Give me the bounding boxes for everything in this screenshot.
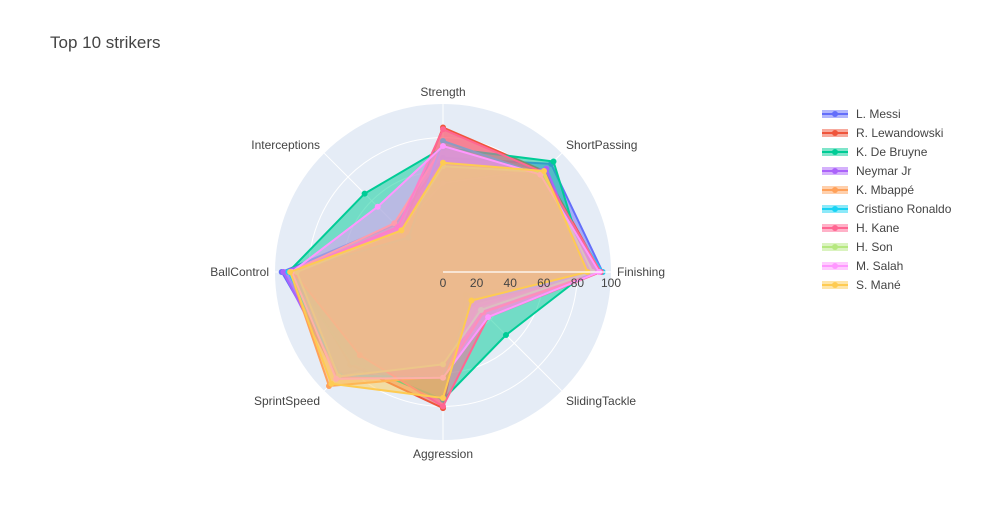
- legend-item[interactable]: K. Mbappé: [820, 180, 951, 199]
- legend-label: H. Kane: [856, 220, 900, 235]
- angular-label: ShortPassing: [566, 138, 637, 152]
- angular-label: SprintSpeed: [254, 394, 320, 408]
- angular-label: Strength: [420, 85, 465, 99]
- legend-label: H. Son: [856, 239, 893, 254]
- legend: L. Messi R. Lewandowski K. De Bruyne Neymar…: [820, 104, 951, 294]
- series-point[interactable]: [541, 168, 547, 174]
- legend-label: L. Messi: [856, 106, 901, 121]
- radial-tick-label: 100: [601, 276, 621, 290]
- legend-label: S. Mané: [856, 277, 901, 292]
- legend-swatch: [820, 280, 850, 290]
- legend-swatch: [820, 166, 850, 176]
- legend-label: Neymar Jr: [856, 163, 912, 178]
- radial-tick-label: 20: [470, 276, 484, 290]
- legend-swatch: [820, 242, 850, 252]
- series-point[interactable]: [440, 403, 446, 410]
- radial-tick-label: 60: [537, 276, 551, 290]
- series-point[interactable]: [280, 269, 287, 275]
- series-point[interactable]: [328, 380, 335, 387]
- chart-title: Top 10 strikers: [50, 33, 161, 52]
- radial-tick-label: 80: [571, 276, 585, 290]
- legend-swatch: [820, 109, 850, 119]
- angular-axis-labels: Finishing ShortPassing Strength Interceptio…: [210, 85, 665, 461]
- legend-item[interactable]: Cristiano Ronaldo: [820, 199, 951, 218]
- series-point[interactable]: [374, 203, 381, 210]
- angular-label: SlidingTackle: [566, 394, 636, 408]
- series-point[interactable]: [503, 332, 509, 338]
- legend-swatch: [820, 223, 850, 233]
- legend-label: M. Salah: [856, 258, 904, 273]
- legend-item[interactable]: H. Kane: [820, 218, 951, 237]
- legend-item[interactable]: K. De Bruyne: [820, 142, 951, 161]
- legend-item[interactable]: L. Messi: [820, 104, 951, 123]
- series-point[interactable]: [440, 126, 446, 133]
- legend-swatch: [820, 261, 850, 271]
- legend-swatch: [820, 128, 850, 138]
- series-group[interactable]: [287, 159, 591, 401]
- legend-swatch: [820, 147, 850, 157]
- series-point[interactable]: [440, 395, 446, 401]
- legend-swatch: [820, 204, 850, 214]
- series-layer: [278, 124, 606, 412]
- legend-swatch: [820, 185, 850, 195]
- series-point[interactable]: [485, 314, 492, 321]
- legend-item[interactable]: S. Mané: [820, 275, 951, 294]
- angular-label: Aggression: [413, 447, 473, 461]
- series-point[interactable]: [398, 227, 405, 234]
- legend-label: K. Mbappé: [856, 182, 915, 197]
- radial-axis: 0 20 40 60 80 100: [440, 271, 621, 290]
- series-point[interactable]: [440, 143, 446, 149]
- radial-tick-label: 0: [440, 276, 447, 290]
- legend-item[interactable]: H. Son: [820, 237, 951, 256]
- series-point[interactable]: [287, 269, 294, 275]
- legend-item[interactable]: R. Lewandowski: [820, 123, 951, 142]
- series-point[interactable]: [361, 190, 368, 197]
- angular-label: BallControl: [210, 265, 269, 279]
- legend-label: R. Lewandowski: [856, 125, 944, 140]
- angular-label: Interceptions: [251, 138, 320, 152]
- series-point[interactable]: [440, 159, 446, 166]
- legend-label: Cristiano Ronaldo: [856, 201, 952, 216]
- legend-item[interactable]: Neymar Jr: [820, 161, 951, 180]
- angular-label: Finishing: [617, 265, 665, 279]
- series-point[interactable]: [550, 158, 557, 165]
- radial-tick-label: 40: [504, 276, 518, 290]
- legend-item[interactable]: M. Salah: [820, 256, 951, 275]
- legend-label: K. De Bruyne: [856, 144, 928, 159]
- series-point[interactable]: [468, 297, 475, 304]
